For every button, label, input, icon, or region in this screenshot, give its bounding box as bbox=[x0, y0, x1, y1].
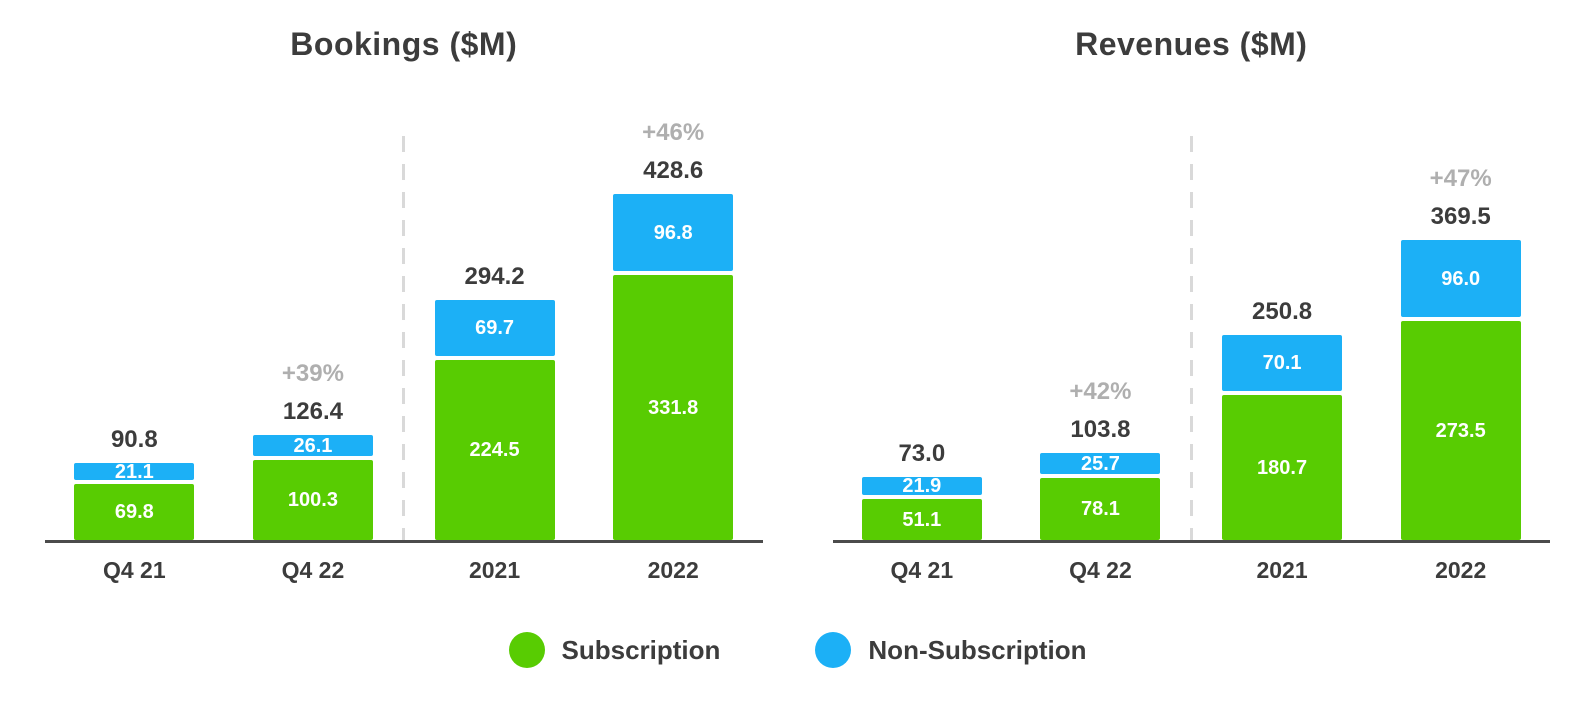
bar-segment-subscription: 331.8 bbox=[613, 275, 734, 540]
total-label: 428.6 bbox=[643, 157, 704, 184]
bar-segment-subscription: 51.1 bbox=[861, 499, 982, 540]
total-label: 250.8 bbox=[1252, 298, 1313, 325]
stacked-bar: 21.1 69.8 bbox=[74, 460, 195, 540]
legend-item-non-subscription: Non-Subscription bbox=[815, 632, 1087, 668]
bar-slot: +46% 428.6 96.8 331.8 bbox=[584, 93, 763, 540]
bar-segment-non-subscription: 25.7 bbox=[1040, 452, 1161, 475]
bar-segment-subscription: 100.3 bbox=[252, 460, 373, 540]
stacked-bar: 26.1 100.3 bbox=[252, 434, 373, 540]
bar-slot: +42% 103.8 25.7 78.1 bbox=[1011, 93, 1190, 540]
segment-value-label: 26.1 bbox=[293, 434, 333, 457]
total-label: 294.2 bbox=[464, 263, 525, 290]
x-axis-label: Q4 22 bbox=[281, 557, 345, 583]
bar-group: 90.8 21.1 69.8 +39% 126.4 26.1 100.3 bbox=[45, 93, 402, 540]
bar-segment-non-subscription: 96.8 bbox=[613, 194, 734, 271]
bar-segment-subscription: 180.7 bbox=[1222, 395, 1343, 540]
bar-slot: 90.8 21.1 69.8 bbox=[45, 93, 224, 540]
charts-row: Bookings ($M) 90.8 21.1 69.8 +39% 126.4 26.1 1… bbox=[45, 26, 1551, 584]
x-axis-label: Q4 21 bbox=[102, 557, 166, 583]
stacked-bar: 69.7 224.5 bbox=[434, 300, 555, 540]
bar-segment-non-subscription: 70.1 bbox=[1222, 335, 1343, 391]
segment-value-label: 224.5 bbox=[469, 439, 520, 461]
x-axis-label: 2022 bbox=[1435, 557, 1487, 583]
bar-slot: 294.2 69.7 224.5 bbox=[405, 93, 584, 540]
plot-area: 73.0 21.9 51.1 +42% 103.8 25.7 78.1 250.8 70.1 18… bbox=[832, 93, 1550, 543]
total-label: 103.8 bbox=[1070, 416, 1131, 443]
growth-label: +42% bbox=[1069, 378, 1132, 405]
x-label-group: 2021 2022 bbox=[405, 557, 762, 584]
total-label: 90.8 bbox=[110, 426, 158, 453]
bar-segment-non-subscription: 21.9 bbox=[861, 475, 982, 497]
segment-value-label: 21.1 bbox=[114, 460, 154, 483]
chart-title: Revenues ($M) bbox=[1075, 26, 1308, 62]
bar-segment-non-subscription: 96.0 bbox=[1400, 240, 1521, 317]
growth-label: +46% bbox=[642, 119, 705, 146]
stacked-bar: 25.7 78.1 bbox=[1040, 452, 1161, 540]
segment-value-label: 180.7 bbox=[1257, 456, 1308, 479]
plot-area: 90.8 21.1 69.8 +39% 126.4 26.1 100.3 294.2 69.7 2… bbox=[45, 93, 763, 543]
non-subscription-legend-dot-icon bbox=[815, 632, 852, 668]
x-axis-label: 2021 bbox=[1256, 557, 1308, 583]
bar-segment-non-subscription: 69.7 bbox=[434, 300, 555, 356]
bookings-chart: Bookings ($M) 90.8 21.1 69.8 +39% 126.4 26.1 1… bbox=[45, 26, 763, 584]
segment-value-label: 273.5 bbox=[1435, 419, 1486, 442]
x-label-group: Q4 21 Q4 22 bbox=[833, 557, 1190, 584]
bar-slot: +39% 126.4 26.1 100.3 bbox=[224, 93, 403, 540]
stacked-bar: 70.1 180.7 bbox=[1222, 335, 1343, 540]
segment-value-label: 78.1 bbox=[1080, 498, 1120, 520]
x-axis-label: Q4 21 bbox=[890, 557, 954, 583]
segment-value-label: 21.9 bbox=[902, 475, 942, 497]
bar-segment-subscription: 78.1 bbox=[1040, 478, 1161, 540]
bar-slot: 73.0 21.9 51.1 bbox=[833, 93, 1012, 540]
legend-item-subscription: Subscription bbox=[508, 632, 721, 668]
growth-label: +47% bbox=[1429, 165, 1492, 192]
chart-title: Bookings ($M) bbox=[290, 26, 518, 62]
total-label: 126.4 bbox=[282, 398, 343, 425]
quarter-annual-divider bbox=[402, 136, 406, 540]
bar-slot: 250.8 70.1 180.7 bbox=[1193, 93, 1372, 540]
stacked-bar: 96.8 331.8 bbox=[613, 194, 734, 540]
x-axis-labels: Q4 21 Q4 22 2021 2022 bbox=[45, 557, 763, 584]
segment-value-label: 69.8 bbox=[114, 501, 154, 523]
bar-group: 250.8 70.1 180.7 +47% 369.5 96.0 273.5 bbox=[1193, 93, 1550, 540]
legend-label: Non-Subscription bbox=[868, 634, 1087, 665]
total-label: 73.0 bbox=[898, 440, 946, 467]
bar-group: 73.0 21.9 51.1 +42% 103.8 25.7 78.1 bbox=[833, 93, 1190, 540]
legend-label: Subscription bbox=[561, 634, 721, 665]
bar-segment-non-subscription: 26.1 bbox=[252, 434, 373, 457]
revenues-chart: Revenues ($M) 73.0 21.9 51.1 +42% 103.8 25.7 7… bbox=[832, 26, 1551, 584]
segment-value-label: 25.7 bbox=[1080, 452, 1120, 475]
x-axis-label: 2021 bbox=[468, 557, 521, 583]
quarter-annual-divider bbox=[1189, 136, 1193, 540]
segment-value-label: 96.0 bbox=[1441, 267, 1481, 290]
x-label-group: 2021 2022 bbox=[1193, 557, 1550, 584]
x-axis-label: 2022 bbox=[647, 557, 699, 583]
segment-value-label: 100.3 bbox=[287, 489, 338, 511]
stacked-bar: 21.9 51.1 bbox=[861, 475, 982, 540]
growth-label: +39% bbox=[281, 360, 344, 387]
bar-slot: +47% 369.5 96.0 273.5 bbox=[1371, 93, 1550, 540]
segment-value-label: 331.8 bbox=[648, 396, 699, 419]
bar-segment-subscription: 69.8 bbox=[74, 484, 195, 540]
segment-value-label: 51.1 bbox=[902, 508, 942, 531]
total-label: 369.5 bbox=[1430, 203, 1491, 230]
bar-group: 294.2 69.7 224.5 +46% 428.6 96.8 331.8 bbox=[405, 93, 762, 540]
bar-segment-non-subscription: 21.1 bbox=[74, 460, 195, 483]
legend: Subscription Non-Subscription bbox=[0, 632, 1595, 668]
subscription-legend-dot-icon bbox=[508, 632, 545, 668]
stacked-bar: 96.0 273.5 bbox=[1400, 240, 1521, 540]
x-axis-labels: Q4 21 Q4 22 2021 2022 bbox=[833, 557, 1551, 584]
segment-value-label: 69.7 bbox=[475, 317, 515, 339]
segment-value-label: 70.1 bbox=[1262, 352, 1302, 374]
segment-value-label: 96.8 bbox=[653, 221, 693, 244]
bar-segment-subscription: 273.5 bbox=[1400, 321, 1521, 540]
x-axis-label: Q4 22 bbox=[1069, 557, 1132, 583]
x-label-group: Q4 21 Q4 22 bbox=[45, 557, 402, 584]
bar-segment-subscription: 224.5 bbox=[434, 360, 555, 540]
